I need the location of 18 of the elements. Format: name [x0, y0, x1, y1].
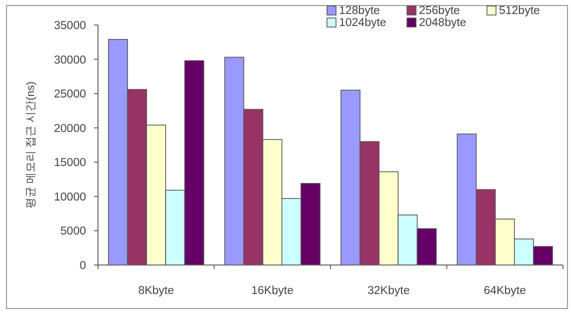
x-tick-label: 16Kbyte	[251, 285, 294, 297]
y-tick-label: 15000	[54, 157, 86, 170]
x-tick-label: 64Kbyte	[484, 285, 526, 297]
y-tick-label: 30000	[54, 54, 86, 66]
legend-label: 2048byte	[419, 17, 466, 29]
y-tick-label: 20000	[54, 122, 86, 135]
x-tick-label: 32Kbyte	[368, 285, 410, 297]
legend-label: 512byte	[499, 5, 540, 17]
x-tick-label: 8Kbyte	[138, 285, 174, 297]
y-tick-label: 25000	[54, 88, 86, 101]
legend-label: 128byte	[339, 5, 380, 17]
y-tick-label: 0	[80, 260, 86, 272]
y-tick-label: 5000	[60, 226, 86, 238]
y-tick-label: 35000	[54, 20, 86, 32]
y-axis-title: 평균 메모리 접근 시간(ns)	[25, 81, 37, 209]
legend-label: 256byte	[419, 5, 460, 17]
y-tick-label: 10000	[54, 191, 86, 204]
legend-label: 1024byte	[339, 17, 386, 29]
